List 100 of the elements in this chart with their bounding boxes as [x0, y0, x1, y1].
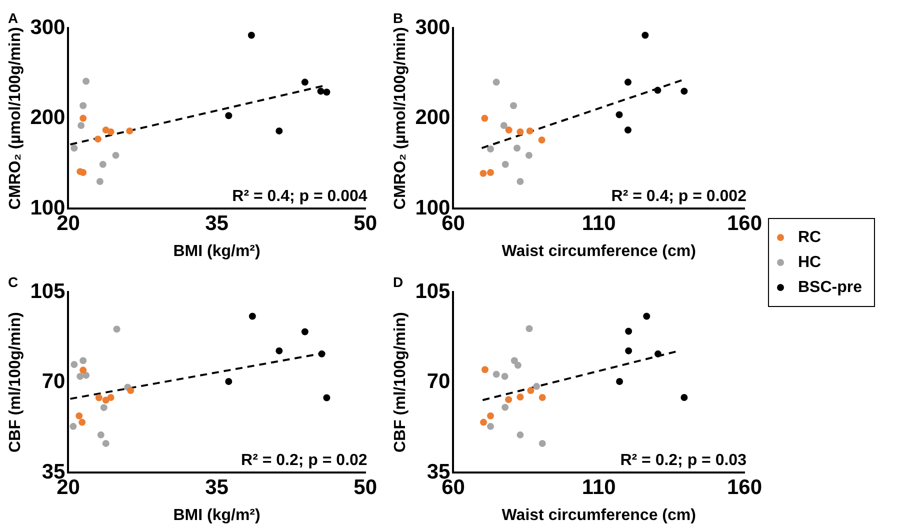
- point: [514, 362, 522, 369]
- point: [480, 170, 487, 177]
- y-axis-title: CMRO₂ (µmol/100g/min): [7, 27, 24, 210]
- point: [492, 370, 500, 378]
- point: [538, 440, 546, 447]
- point: [317, 88, 324, 95]
- point: [538, 394, 546, 402]
- y-tick-label: 300: [30, 16, 66, 39]
- point: [78, 122, 85, 130]
- point: [102, 440, 110, 447]
- point: [516, 128, 524, 136]
- point: [481, 114, 488, 122]
- point: [112, 152, 120, 159]
- point: [538, 136, 546, 144]
- point: [225, 112, 232, 120]
- point: [481, 366, 488, 374]
- point: [80, 168, 87, 176]
- point: [94, 136, 102, 143]
- point: [301, 328, 308, 336]
- point: [480, 418, 488, 426]
- point: [318, 350, 326, 358]
- y-tick-label: 300: [415, 16, 450, 39]
- point: [70, 144, 78, 152]
- point: [616, 111, 623, 118]
- point: [616, 378, 624, 386]
- annotation: R² = 0.4; p = 0.004: [232, 188, 368, 206]
- point: [516, 178, 524, 186]
- text: B: [393, 10, 404, 26]
- point: [248, 32, 255, 39]
- point: [323, 88, 330, 96]
- point: [95, 394, 102, 402]
- point: [96, 178, 104, 186]
- point: [82, 78, 90, 85]
- point: [514, 144, 521, 152]
- x-axis-title: Waist circumference (cm): [502, 242, 696, 260]
- x-tick-label: 35: [205, 212, 229, 235]
- x-tick-label: 110: [582, 476, 616, 499]
- point: [654, 350, 662, 358]
- y-tick-label: 200: [30, 106, 66, 130]
- y-tick-label: 105: [415, 280, 451, 303]
- x-tick-label: 160: [726, 476, 762, 499]
- point: [625, 328, 632, 335]
- point: [100, 404, 108, 412]
- point: [487, 146, 494, 152]
- annotation: R² = 0.2; p = 0.03: [620, 452, 747, 470]
- text: A: [8, 10, 18, 26]
- point: [492, 78, 500, 86]
- point: [502, 404, 509, 411]
- point: [502, 160, 509, 168]
- x-axis-title: BMI (kg/m²): [173, 506, 260, 524]
- point: [526, 325, 533, 332]
- point: [80, 114, 87, 122]
- point: [248, 312, 256, 320]
- point: [501, 372, 508, 380]
- point: [127, 387, 134, 394]
- x-tick-label: 35: [205, 476, 229, 499]
- point: [99, 160, 106, 168]
- legend-label: HC: [798, 254, 822, 272]
- point: [487, 168, 494, 176]
- point: [70, 422, 77, 430]
- point: [625, 347, 632, 354]
- point: [107, 394, 114, 402]
- point: [527, 387, 534, 394]
- point: [276, 347, 283, 354]
- point: [654, 86, 662, 94]
- x-tick-label: 160: [726, 212, 762, 235]
- x-tick-label: 50: [354, 476, 377, 499]
- point: [225, 378, 232, 386]
- point: [78, 418, 86, 426]
- point: [624, 78, 632, 86]
- point: [80, 102, 87, 110]
- text: C: [8, 274, 18, 290]
- point: [80, 357, 87, 364]
- point: [680, 88, 688, 95]
- point: [323, 394, 330, 402]
- point: [643, 312, 650, 320]
- point: [516, 394, 524, 401]
- point: [680, 394, 688, 402]
- x-tick-label: 110: [582, 212, 616, 235]
- point: [510, 102, 518, 110]
- point: [505, 396, 512, 404]
- x-axis-title: Waist circumference (cm): [502, 506, 696, 524]
- point: [505, 126, 512, 134]
- y-tick-label: 200: [415, 106, 450, 130]
- legend-label: BSC-pre: [798, 278, 862, 296]
- y-axis-title: CMRO₂ (µmol/100g/min): [392, 27, 410, 210]
- point: [126, 127, 134, 134]
- annotation: R² = 0.2; p = 0.02: [241, 452, 368, 470]
- point: [97, 431, 104, 438]
- y-axis-title: CBF (ml/100g/min): [392, 312, 410, 453]
- legend-label: RC: [798, 228, 822, 246]
- point: [533, 382, 540, 390]
- point: [301, 78, 308, 86]
- point: [76, 412, 83, 420]
- y-tick-label: 70: [426, 370, 450, 394]
- point: [516, 431, 524, 438]
- text: D: [393, 274, 404, 290]
- y-tick-label: 105: [30, 280, 66, 303]
- point: [487, 422, 494, 430]
- annotation: R² = 0.4; p = 0.002: [611, 188, 747, 206]
